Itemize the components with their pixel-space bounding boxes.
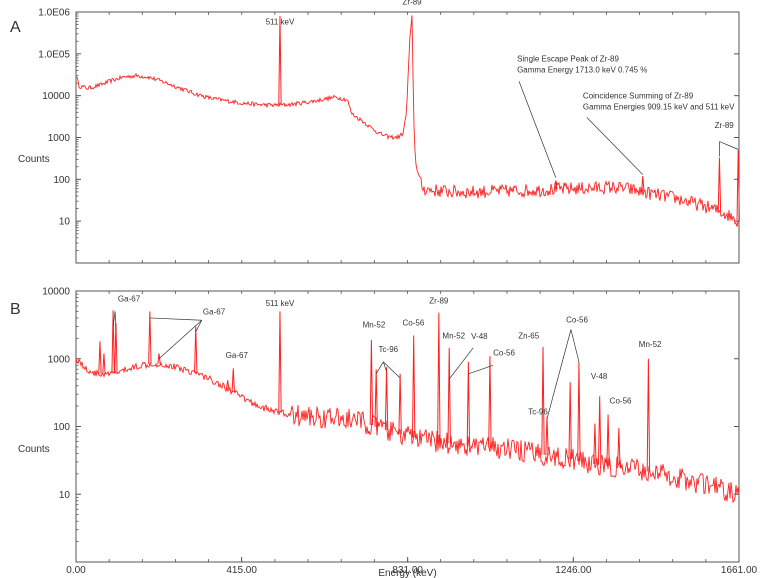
peak-mark <box>597 396 602 465</box>
spectrum-trace <box>75 15 740 227</box>
peak-mark <box>411 335 416 438</box>
x-tick-label: 0.00 <box>66 565 86 576</box>
peak-mark <box>717 157 722 212</box>
leader-line <box>518 81 557 178</box>
y-tick-label: 10000 <box>42 287 70 298</box>
peak-mark <box>231 368 235 393</box>
peak-annotation: Zn-65 <box>518 331 539 340</box>
peak-mark <box>593 423 597 464</box>
peak-mark <box>606 414 610 467</box>
peak-mark <box>488 355 492 448</box>
peak-annotation: V-48 <box>471 332 488 341</box>
peak-annotation: Zr-89 <box>403 0 423 7</box>
peak-mark <box>736 150 740 221</box>
peak-mark <box>369 339 374 426</box>
peak-mark <box>466 361 471 446</box>
y-tick-label: 10000 <box>42 91 70 102</box>
leader-line <box>719 141 739 150</box>
peak-mark <box>617 427 621 468</box>
y-tick-label: 1000 <box>48 354 71 365</box>
panel-letter: B <box>10 301 21 318</box>
peak-annotation: Mn-52 <box>363 320 386 329</box>
peak-mark <box>541 346 545 455</box>
peak-mark <box>278 311 282 413</box>
leader-line <box>112 311 116 327</box>
x-tick-label: 1661.00 <box>721 565 758 576</box>
peak-mark <box>98 341 102 375</box>
leader-line <box>375 361 384 374</box>
peak-annotation: Tc-96 <box>379 345 399 354</box>
peak-mark <box>398 373 402 435</box>
peak-annotation: Single Escape Peak of Zr-89 <box>517 55 619 64</box>
panel-letter: A <box>10 19 21 36</box>
peak-annotation: Co-56 <box>566 316 588 325</box>
panel-a: 10 100 1000 10000 1.0E05 1.0E06 A Counts Zr-89 51… <box>10 0 740 264</box>
peak-annotation: 511 keV <box>266 18 295 27</box>
peak-annotation: Coincidence Summing of Zr-89 <box>583 92 694 101</box>
peak-annotation: Mn-52 <box>442 331 465 340</box>
leader-line <box>546 329 572 419</box>
peak-annotation: Gamma Energies 909.15 keV and 511 keV <box>583 103 735 112</box>
peak-annotation: Mn-52 <box>639 340 662 349</box>
peak-mark <box>568 382 572 460</box>
spectrum-trace <box>75 357 740 503</box>
plot-frame <box>75 11 740 264</box>
peak-mark <box>545 416 549 456</box>
y-tick-label: 1.0E06 <box>38 8 70 19</box>
y-tick-label: 1000 <box>48 133 71 144</box>
x-tick-label: 415.00 <box>226 565 257 576</box>
peak-mark <box>646 358 651 472</box>
panel-b: 10 100 1000 10000 0.00 415.00 831.00 1246.00 166… <box>10 287 758 578</box>
leader-line <box>468 364 494 375</box>
y-tick-label: 10 <box>59 490 71 501</box>
peak-mark <box>148 311 152 364</box>
y-tick-label: 10 <box>59 217 71 228</box>
leader-line <box>383 361 387 372</box>
peak-mark <box>374 369 378 427</box>
x-axis-label: Energy (keV) <box>378 568 436 578</box>
peak-mark <box>554 180 558 190</box>
y-axis-label: Counts <box>18 444 50 455</box>
peak-mark <box>194 326 198 373</box>
y-tick-label: 100 <box>53 175 70 186</box>
y-tick-label: 1.0E05 <box>38 49 70 60</box>
peak-annotation: Co-56 <box>610 396 632 405</box>
leader-line <box>114 311 117 331</box>
leader-line <box>448 347 474 380</box>
peak-mark <box>641 175 645 192</box>
leader-line <box>383 361 401 379</box>
leader-line <box>149 317 202 321</box>
peak-mark <box>577 361 581 461</box>
peak-annotation: Ga-67 <box>118 294 141 303</box>
peak-mark <box>157 353 161 365</box>
peak-mark <box>384 367 389 431</box>
leader-line <box>570 329 580 362</box>
peak-mark <box>278 16 282 106</box>
peak-mark <box>437 312 441 442</box>
peak-annotation: Zr-89 <box>429 297 449 306</box>
x-tick-label: 1246.00 <box>555 565 592 576</box>
leader-line <box>195 320 203 332</box>
peak-mark <box>447 347 451 444</box>
y-tick-label: 100 <box>53 422 70 433</box>
peak-annotation: V-48 <box>591 372 608 381</box>
peak-annotation: Co-56 <box>493 348 515 357</box>
peak-annotation: 511 keV <box>266 299 295 308</box>
peak-annotation: Ga-67 <box>226 351 249 360</box>
peak-mark <box>111 310 115 374</box>
peak-annotation: Co-56 <box>403 318 425 327</box>
leader-line <box>586 117 644 175</box>
leader-line <box>158 319 202 360</box>
peak-mark <box>102 353 106 375</box>
peak-annotation: Tc-96 <box>528 408 548 417</box>
peak-mark <box>225 380 230 390</box>
peak-annotation: Zr-89 <box>715 121 735 130</box>
y-axis-label: Counts <box>18 154 50 165</box>
peak-annotation: Ga-67 <box>203 307 226 316</box>
x-tick-label: 831.00 <box>392 565 423 576</box>
peak-annotation: Gamma Energy 1713.0 keV 0.745 % <box>517 66 647 75</box>
